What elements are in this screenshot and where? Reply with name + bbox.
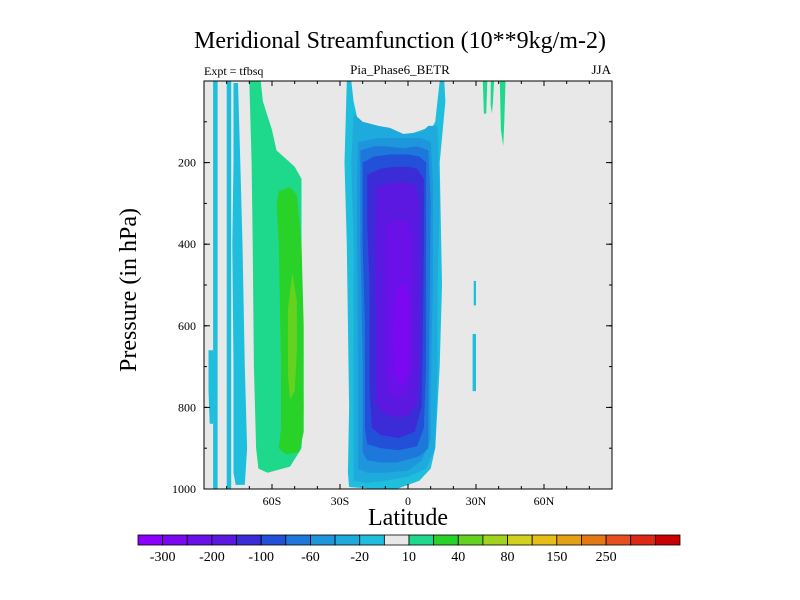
colorbar-swatch [359, 534, 385, 546]
x-axis-label: Latitude [368, 505, 448, 531]
colorbar-swatch [654, 534, 681, 546]
colorbar: -300 -200 -100 -60 -20 10 40 80 150 250 [137, 534, 681, 565]
contour-region-nh-upper-c [499, 81, 506, 147]
colorbar-label: -20 [350, 550, 369, 565]
x-tick-label: 60S [263, 494, 282, 508]
colorbar-label: 150 [546, 550, 567, 565]
colorbar-swatch [137, 534, 164, 546]
colorbar-swatch [507, 534, 533, 546]
colorbar-swatch [605, 534, 632, 546]
y-tick-label: 400 [178, 237, 196, 251]
colorbar-swatch [285, 534, 311, 546]
colorbar-swatch [211, 534, 237, 546]
colorbar-label: -200 [199, 550, 225, 565]
colorbar-swatch [581, 534, 607, 546]
colorbar-swatch [334, 534, 361, 546]
contour-region-sh-fringe-left [208, 350, 215, 424]
colorbar-swatch [408, 534, 435, 546]
colorbar-label: 250 [596, 550, 617, 565]
subtitle-center: Pia_Phase6_BETR [350, 62, 450, 77]
subtitle-left: Expt = tfbsq [204, 64, 264, 78]
contour-region-nh-upper-b [490, 81, 495, 114]
contour-region-nh-strip-b [472, 334, 476, 392]
y-tick-label: 800 [178, 400, 196, 414]
colorbar-swatch [236, 534, 262, 546]
contour-region-nh-strip-a [473, 280, 476, 306]
contour-region-nh-upper-a [482, 81, 488, 114]
colorbar-swatch [162, 534, 188, 546]
y-tick-label: 1000 [172, 482, 196, 496]
colorbar-swatch [433, 534, 459, 546]
subtitle-right: JJA [591, 62, 611, 77]
colorbar-swatch [457, 534, 484, 546]
contour-region-hadley-cell-core [392, 283, 411, 385]
colorbar-swatch [482, 534, 508, 546]
y-tick-label: 200 [178, 156, 196, 170]
contour-region-sh-outer-cell-a [213, 81, 218, 489]
colorbar-swatch [556, 534, 582, 546]
contour-region-sh-outer-cell-b [226, 81, 232, 489]
axes: 60S 30S 0 30N 60N 200 400 600 800 1000 [172, 80, 613, 508]
contour-region-sh-ferrel-max [287, 272, 297, 400]
colorbar-label: -60 [301, 550, 320, 565]
y-tick-label: 600 [178, 319, 196, 333]
chart-title: Meridional Streamfunction (10**9kg/m-2) [194, 28, 606, 54]
x-tick-label: 30N [466, 494, 487, 508]
colorbar-swatch [186, 534, 213, 546]
colorbar-label: -100 [248, 550, 274, 565]
colorbar-swatch [310, 534, 336, 546]
colorbar-label: -300 [150, 550, 176, 565]
plot-area [204, 81, 612, 489]
colorbar-swatch [630, 534, 656, 546]
contour-region-sh-west-strip [232, 83, 248, 485]
x-tick-label: 60N [534, 494, 555, 508]
colorbar-label: 80 [501, 550, 515, 565]
x-tick-label: 0 [405, 494, 411, 508]
colorbar-swatch [531, 534, 558, 546]
colorbar-swatch [260, 534, 287, 546]
colorbar-swatch [383, 534, 410, 546]
x-tick-label: 30S [331, 494, 350, 508]
colorbar-label: 40 [451, 550, 465, 565]
colorbar-label: 10 [402, 550, 416, 565]
